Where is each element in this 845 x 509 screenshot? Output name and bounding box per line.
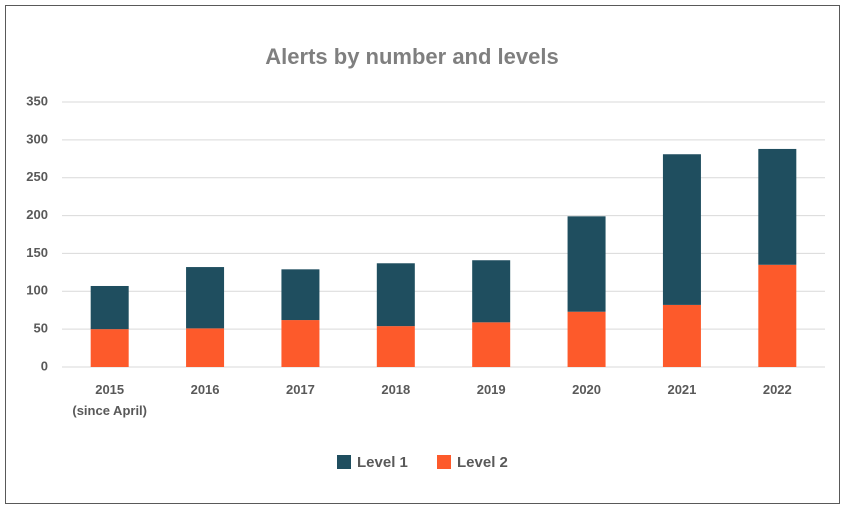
x-tick-label-line: 2017: [286, 382, 315, 397]
chart-frame: [5, 5, 840, 504]
bar-segment: [662, 304, 701, 367]
y-tick-label: 200: [26, 207, 48, 222]
legend-swatch: [337, 455, 351, 469]
y-tick-label: 300: [26, 131, 48, 146]
y-tick-label: 50: [34, 321, 48, 336]
x-tick-label-line: (since April): [72, 403, 147, 418]
x-tick-label-line: 2018: [381, 382, 410, 397]
x-tick-label: 2015 (since April): [72, 382, 147, 418]
x-tick-label-line: 2021: [667, 382, 696, 397]
bar-segment: [186, 267, 225, 329]
x-tick-label-line: 2015: [95, 382, 124, 397]
x-tick-label: 2022: [763, 382, 792, 397]
bar-segment: [90, 329, 129, 367]
legend-swatch: [437, 455, 451, 469]
bar-segment: [567, 216, 606, 312]
x-tick-label: 2016: [191, 382, 220, 397]
x-tick-label-line: 2022: [763, 382, 792, 397]
bar-segment: [758, 148, 797, 265]
bar-segment: [376, 263, 415, 327]
bar-segment: [472, 322, 511, 367]
bar-segment: [662, 154, 701, 305]
x-tick-label-line: 2016: [191, 382, 220, 397]
legend-label: Level 1: [357, 454, 408, 471]
bar-segment: [90, 285, 129, 330]
chart-title: Alerts by number and levels: [265, 44, 558, 69]
bar-segment: [472, 260, 511, 323]
bar-segment: [186, 328, 225, 367]
y-tick-label: 350: [26, 93, 48, 108]
x-tick-label-line: 2019: [477, 382, 506, 397]
y-tick-label: 250: [26, 169, 48, 184]
y-tick-label: 0: [41, 358, 48, 373]
y-tick-label: 100: [26, 283, 48, 298]
bar-segment: [281, 269, 320, 321]
x-tick-label-line: 2020: [572, 382, 601, 397]
x-tick-label: 2017: [286, 382, 315, 397]
y-tick-label: 150: [26, 245, 48, 260]
x-tick-label: 2018: [381, 382, 410, 397]
bar-segment: [567, 311, 606, 367]
x-tick-label: 2020: [572, 382, 601, 397]
bar-segment: [281, 320, 320, 367]
legend-label: Level 2: [457, 454, 508, 471]
x-tick-label: 2021: [667, 382, 696, 397]
x-tick-label: 2019: [477, 382, 506, 397]
bar-segment: [758, 264, 797, 367]
bar-segment: [376, 326, 415, 367]
